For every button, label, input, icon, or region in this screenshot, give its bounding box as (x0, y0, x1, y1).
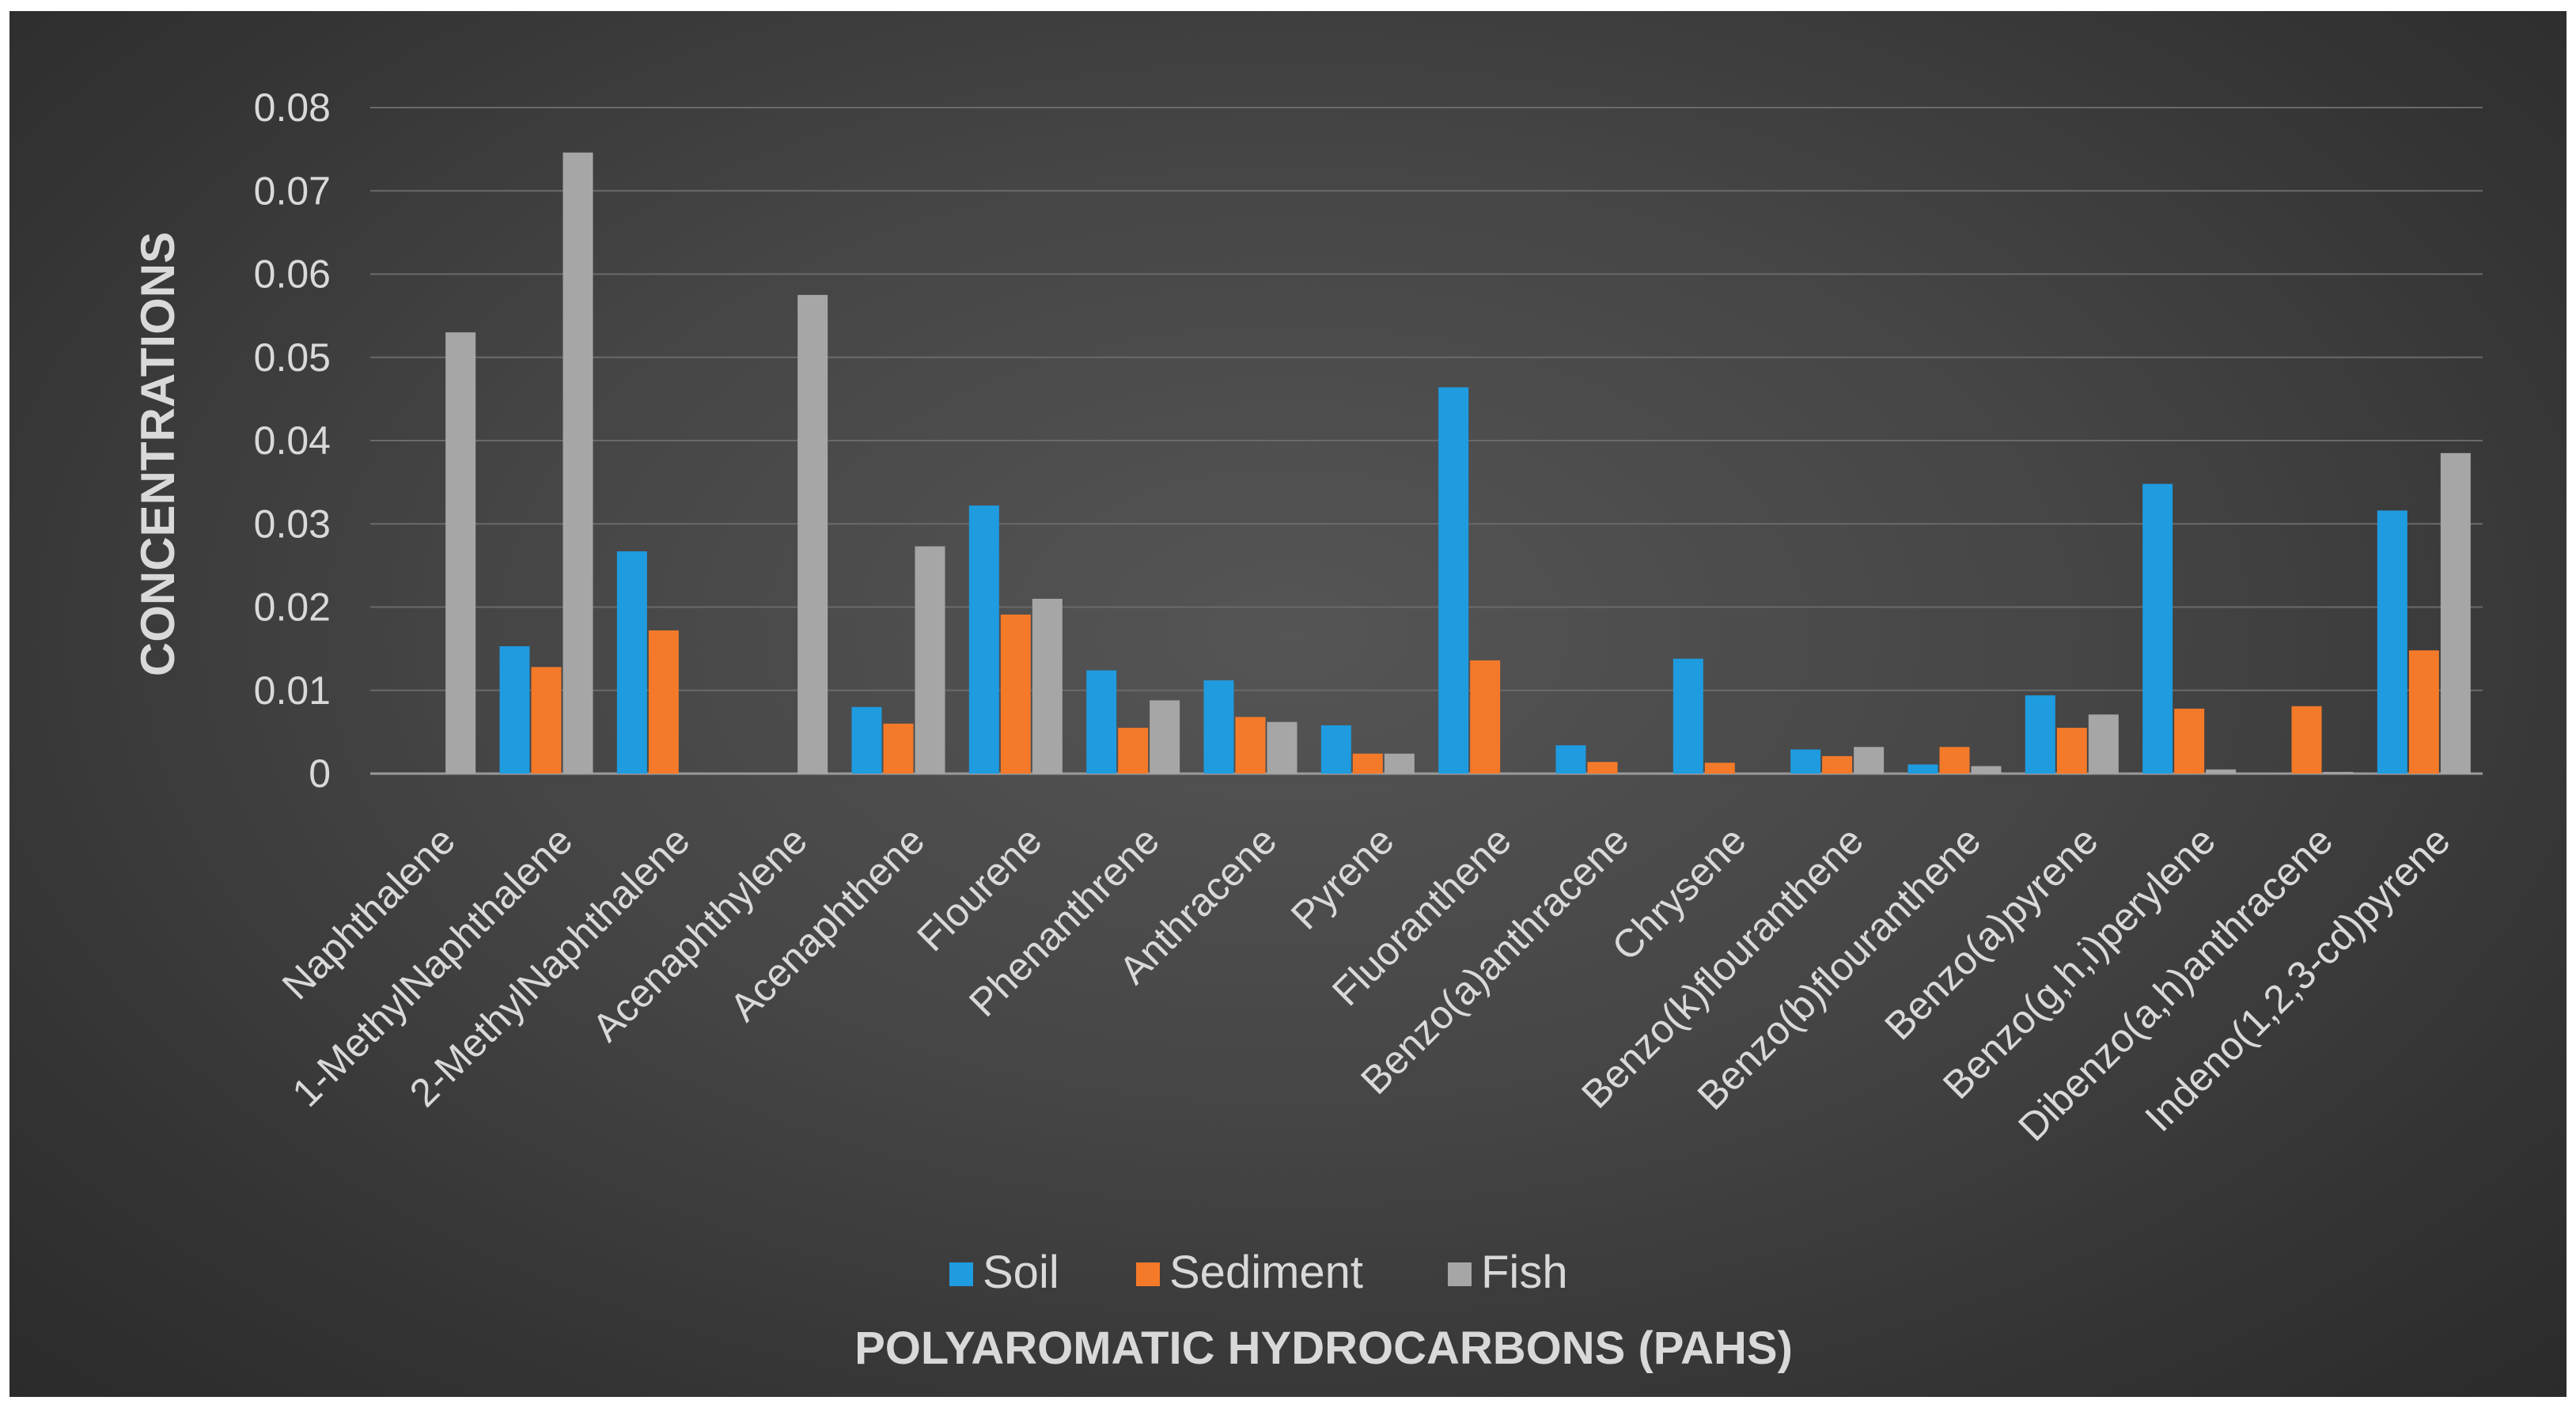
y-tick-label: 0.07 (254, 168, 331, 213)
bar-sediment (2174, 708, 2205, 774)
legend: Soil Sediment Fish (949, 1247, 1568, 1298)
y-tick-label: 0.02 (254, 585, 331, 630)
bar-sediment (1000, 614, 1031, 774)
bar-fish (915, 546, 945, 774)
y-tick-label: 0.06 (254, 252, 331, 297)
x-category-label: Acenaphthylene (584, 818, 816, 1050)
bar-soil (1086, 670, 1117, 774)
bar-sediment (2408, 650, 2439, 774)
bar-soil (1438, 387, 1469, 774)
bar-soil (616, 551, 647, 774)
bar-sediment (1118, 728, 1149, 774)
bar-sediment (883, 723, 914, 774)
bar-sediment (1470, 660, 1501, 774)
y-axis-ticks: 0 0.01 0.02 0.03 0.04 0.05 0.06 0.07 0.08 (254, 85, 331, 796)
y-tick-label: 0.03 (254, 502, 331, 546)
bar-sediment (1235, 717, 1266, 774)
bar-soil (2377, 510, 2407, 774)
bar-sediment (2056, 728, 2087, 774)
y-tick-label: 0.04 (254, 418, 331, 463)
bar-soil (1320, 725, 1351, 774)
bar-fish (797, 294, 828, 774)
legend-fish-swatch (1448, 1262, 1472, 1286)
bar-fish (2206, 769, 2237, 774)
bar-soil (499, 645, 530, 774)
bars (445, 152, 2471, 774)
bar-soil (2025, 695, 2055, 774)
bar-sediment (1704, 763, 1735, 774)
bar-fish (1032, 598, 1063, 774)
x-axis-labels: Naphthalene1-MethylNaphthalene2-MethylNa… (274, 818, 2459, 1149)
bar-fish (2323, 771, 2354, 774)
bar-soil (968, 505, 999, 774)
bar-soil (1203, 680, 1234, 774)
bar-soil (2142, 483, 2173, 774)
legend-soil-swatch (949, 1262, 973, 1286)
bar-fish (563, 152, 593, 774)
bar-sediment (531, 667, 562, 774)
bar-soil (1790, 749, 1821, 774)
bar-soil (1673, 658, 1703, 774)
bar-sediment (1822, 755, 1853, 774)
bar-fish (2440, 452, 2471, 774)
chart-svg: 0 0.01 0.02 0.03 0.04 0.05 0.06 0.07 0.08 Naphth… (131, 85, 2483, 1374)
bar-fish (1384, 753, 1415, 774)
x-category-label: Pyrene (1282, 818, 1403, 938)
bar-sediment (2291, 706, 2322, 774)
bar-fish (1971, 766, 2002, 774)
bar-sediment (1352, 753, 1383, 774)
legend-fish-label: Fish (1481, 1247, 1568, 1298)
chart-area: 0 0.01 0.02 0.03 0.04 0.05 0.06 0.07 0.08 Naphth… (9, 11, 2567, 1397)
gridlines (370, 107, 2483, 775)
y-axis-title: CONCENTRATIONS (131, 232, 184, 676)
y-tick-label: 0.05 (254, 335, 331, 380)
y-tick-label: 0.08 (254, 85, 331, 130)
bar-sediment (648, 630, 679, 774)
legend-soil-label: Soil (983, 1247, 1059, 1298)
bar-fish (445, 332, 476, 774)
y-tick-label: 0.01 (254, 668, 331, 713)
bar-soil (1555, 745, 1586, 774)
x-category-label: Benzo(a)pyrene (1876, 818, 2106, 1048)
bar-soil (1907, 764, 1938, 774)
bar-sediment (1939, 747, 1970, 774)
legend-sediment-swatch (1136, 1262, 1160, 1286)
bar-fish (2088, 714, 2119, 774)
bar-fish (1267, 721, 1297, 774)
bar-fish (1150, 700, 1180, 774)
bar-sediment (1587, 762, 1618, 774)
bar-fish (1854, 747, 1885, 774)
legend-sediment-label: Sediment (1169, 1247, 1363, 1298)
y-tick-label: 0 (309, 751, 331, 796)
x-axis-title: POLYAROMATIC HYDROCARBONS (PAHS) (854, 1323, 1793, 1374)
bar-soil (851, 706, 882, 774)
